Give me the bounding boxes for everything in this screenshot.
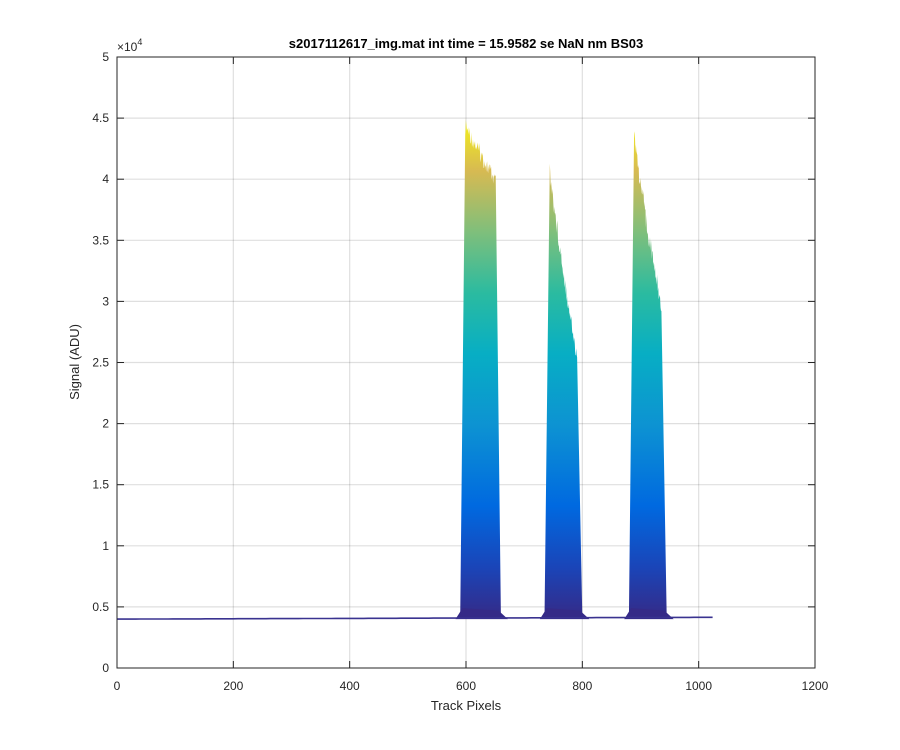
signal-peak: [628, 131, 667, 620]
y-tick-label: 2: [102, 417, 109, 431]
y-exponent-label: ×104: [117, 37, 142, 54]
y-tick-label: 1: [102, 539, 109, 553]
signal-peak: [460, 118, 501, 620]
x-tick-label: 400: [340, 679, 360, 693]
signal-peak: [544, 163, 583, 620]
y-tick-label: 5: [102, 50, 109, 64]
x-tick-label: 1200: [802, 679, 829, 693]
y-tick-label: 3.5: [92, 233, 109, 247]
x-tick-labels: 0 200 400 600 800 1000 1200: [114, 679, 829, 693]
y-tick-label: 1.5: [92, 478, 109, 492]
y-axis-label: Signal (ADU): [67, 324, 82, 400]
x-tick-label: 600: [456, 679, 476, 693]
peak-base: [455, 608, 508, 620]
peak-base: [539, 608, 590, 620]
x-tick-label: 800: [572, 679, 592, 693]
x-axis-label: Track Pixels: [431, 698, 502, 713]
y-tick-label: 3: [102, 294, 109, 308]
y-tick-labels: 0 0.5 1 1.5 2 2.5 3 3.5 4 4.5 5: [92, 50, 109, 675]
y-tick-label: 4.5: [92, 111, 109, 125]
chart-title: s2017112617_img.mat int time = 15.9582 s…: [289, 36, 643, 51]
x-tick-label: 200: [223, 679, 243, 693]
y-tick-label: 0.5: [92, 600, 109, 614]
y-tick-label: 0: [102, 661, 109, 675]
baseline-series: [117, 616, 713, 620]
x-tick-label: 1000: [685, 679, 712, 693]
data-series: [117, 118, 713, 620]
axis-ticks: [116, 56, 816, 669]
peak-base: [624, 608, 674, 620]
y-tick-label: 2.5: [92, 356, 109, 370]
x-tick-label: 0: [114, 679, 121, 693]
y-tick-label: 4: [102, 172, 109, 186]
